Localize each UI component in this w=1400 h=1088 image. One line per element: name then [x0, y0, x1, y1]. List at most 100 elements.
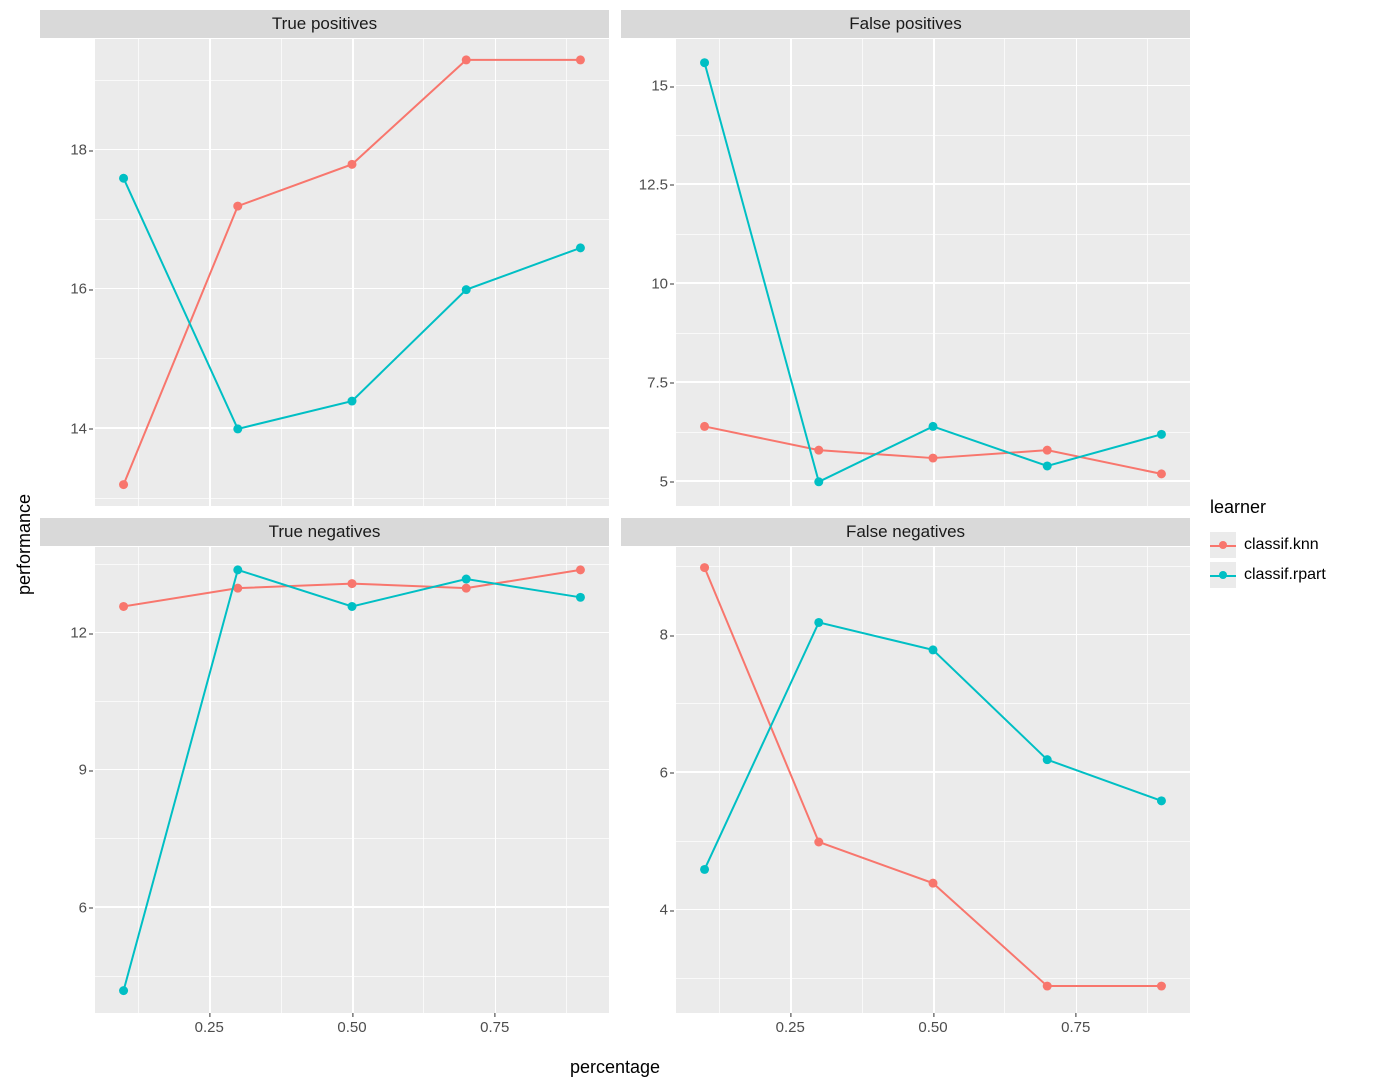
series-point	[348, 160, 357, 169]
series-point	[576, 243, 585, 252]
facets-grid: True positives141618False positives57.51…	[40, 10, 1190, 1013]
y-tick-label: 16	[70, 281, 87, 298]
facet-title: True negatives	[40, 518, 609, 547]
series-point	[233, 565, 242, 574]
y-axis-title-container: performance	[10, 10, 40, 1078]
series-point	[814, 446, 823, 455]
y-tick-label: 8	[660, 627, 668, 644]
y-tick-label: 12	[70, 625, 87, 642]
y-axis: 6 9 12	[40, 547, 95, 1014]
series-line	[124, 569, 581, 606]
y-tick-label: 10	[651, 275, 668, 292]
series-svg	[676, 547, 1190, 1014]
series-point	[1157, 796, 1166, 805]
series-point	[929, 454, 938, 463]
series-line	[705, 63, 1162, 482]
y-axis: 4 6 8	[621, 547, 676, 1014]
facet-panel: False negatives 4 6 8	[621, 518, 1190, 1014]
legend-key-icon	[1210, 532, 1236, 558]
series-point	[814, 477, 823, 486]
series-point	[929, 422, 938, 431]
series-point	[1157, 430, 1166, 439]
y-tick-label: 12.5	[639, 176, 668, 193]
y-tick-label: 14	[70, 420, 87, 437]
series-point	[700, 864, 709, 873]
x-axis-title: percentage	[40, 1053, 1190, 1078]
facet-panel: True positives141618	[40, 10, 609, 506]
x-tick-label: 0.25	[776, 1019, 805, 1036]
y-axis-title: performance	[15, 493, 36, 594]
facet-title: True positives	[40, 10, 609, 39]
series-point	[700, 58, 709, 67]
facet-panel: False positives 5 7.5 10 12.5 15	[621, 10, 1190, 506]
series-point	[348, 397, 357, 406]
legend-item: classif.rpart	[1210, 562, 1390, 588]
series-point	[814, 617, 823, 626]
plot-panel	[95, 547, 609, 1014]
y-axis: 141618	[40, 39, 95, 506]
series-point	[576, 592, 585, 601]
series-point	[700, 563, 709, 572]
series-point	[929, 878, 938, 887]
y-tick-label: 9	[79, 762, 87, 779]
y-tick-label: 6	[79, 899, 87, 916]
series-point	[348, 601, 357, 610]
plot-panel	[95, 39, 609, 506]
series-point	[348, 579, 357, 588]
facet-body: 141618	[40, 39, 609, 506]
series-point	[1043, 461, 1052, 470]
series-svg	[95, 547, 609, 1014]
series-point	[119, 480, 128, 489]
y-tick-label: 6	[660, 764, 668, 781]
series-point	[700, 422, 709, 431]
facet-title: False negatives	[621, 518, 1190, 547]
legend-item: classif.knn	[1210, 532, 1390, 558]
plot-panel	[676, 39, 1190, 506]
facet-body: 5 7.5 10 12.5 15	[621, 39, 1190, 506]
x-axis-row: 0.25 0.50 0.75 0.25 0.50 0.75	[40, 1013, 1190, 1053]
series-svg	[95, 39, 609, 506]
facet-body: 6 9 12	[40, 547, 609, 1014]
series-point	[1043, 446, 1052, 455]
series-svg	[676, 39, 1190, 506]
series-point	[576, 565, 585, 574]
y-tick-label: 5	[660, 473, 668, 490]
series-point	[1043, 981, 1052, 990]
legend-item-label: classif.rpart	[1244, 566, 1326, 584]
series-point	[119, 174, 128, 183]
series-point	[233, 424, 242, 433]
legend-item-label: classif.knn	[1244, 536, 1319, 554]
series-point	[119, 601, 128, 610]
y-tick-label: 4	[660, 902, 668, 919]
plot-area: True positives141618False positives57.51…	[40, 10, 1190, 1078]
y-tick-label: 15	[651, 78, 668, 95]
series-point	[814, 837, 823, 846]
legend: learner classif.knn classif.rpart	[1190, 10, 1390, 1078]
facet-body: 4 6 8	[621, 547, 1190, 1014]
x-tick-label: 0.75	[1061, 1019, 1090, 1036]
facet-chart: performance True positives141618False po…	[10, 10, 1390, 1078]
x-axis: 0.25 0.50 0.75	[95, 1013, 609, 1053]
y-tick-label: 7.5	[647, 374, 668, 391]
facet-title: False positives	[621, 10, 1190, 39]
series-point	[576, 55, 585, 64]
legend-title: learner	[1210, 497, 1390, 518]
series-point	[462, 285, 471, 294]
series-point	[462, 574, 471, 583]
x-tick-label: 0.50	[918, 1019, 947, 1036]
series-line	[705, 622, 1162, 869]
x-tick-label: 0.50	[337, 1019, 366, 1036]
series-line	[124, 178, 581, 429]
series-point	[233, 202, 242, 211]
plot-panel	[676, 547, 1190, 1014]
x-tick-label: 0.25	[195, 1019, 224, 1036]
series-point	[119, 986, 128, 995]
x-axis: 0.25 0.50 0.75	[676, 1013, 1190, 1053]
x-tick-label: 0.75	[480, 1019, 509, 1036]
facet-panel: True negatives 6 9 12	[40, 518, 609, 1014]
series-point	[1157, 469, 1166, 478]
y-axis: 5 7.5 10 12.5 15	[621, 39, 676, 506]
legend-items: classif.knn classif.rpart	[1210, 528, 1390, 592]
series-point	[1157, 981, 1166, 990]
legend-key-icon	[1210, 562, 1236, 588]
